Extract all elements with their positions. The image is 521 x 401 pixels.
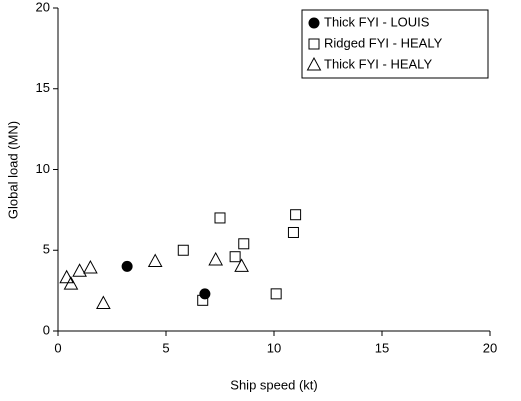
x-tick-label: 5	[162, 340, 169, 355]
point	[270, 288, 282, 300]
x-axis-label: Ship speed (kt)	[230, 377, 317, 392]
y-tick-label: 10	[36, 161, 50, 176]
point	[199, 288, 211, 300]
point	[229, 251, 241, 263]
x-tick-label: 20	[483, 340, 497, 355]
y-tick-label: 5	[43, 242, 50, 257]
legend-label: Ridged FYI - HEALY	[324, 35, 443, 50]
point	[83, 259, 98, 274]
legend-box	[301, 9, 489, 79]
point	[208, 251, 224, 266]
point	[290, 209, 302, 221]
y-tick-label: 0	[43, 322, 50, 337]
legend-label: Thick FYI - HEALY	[324, 56, 432, 71]
legend-label: Thick FYI - LOUIS	[324, 14, 430, 29]
point	[197, 294, 209, 306]
x-tick-label: 10	[267, 340, 281, 355]
y-tick-label: 20	[36, 0, 50, 14]
y-axis-label: Global load (MN)	[5, 121, 20, 219]
point	[96, 295, 111, 310]
point	[147, 253, 163, 268]
point	[234, 258, 249, 272]
point	[63, 276, 79, 290]
y-tick-label: 15	[36, 80, 50, 95]
point	[214, 212, 226, 224]
legend-marker	[308, 17, 320, 29]
point	[177, 244, 189, 256]
x-tick-label: 0	[54, 340, 61, 355]
x-tick-label: 15	[375, 340, 389, 355]
point	[59, 269, 74, 284]
point	[121, 260, 133, 272]
legend-marker	[308, 38, 320, 50]
point	[287, 226, 299, 238]
point	[238, 238, 250, 250]
legend-marker	[306, 56, 322, 71]
point	[72, 263, 87, 277]
